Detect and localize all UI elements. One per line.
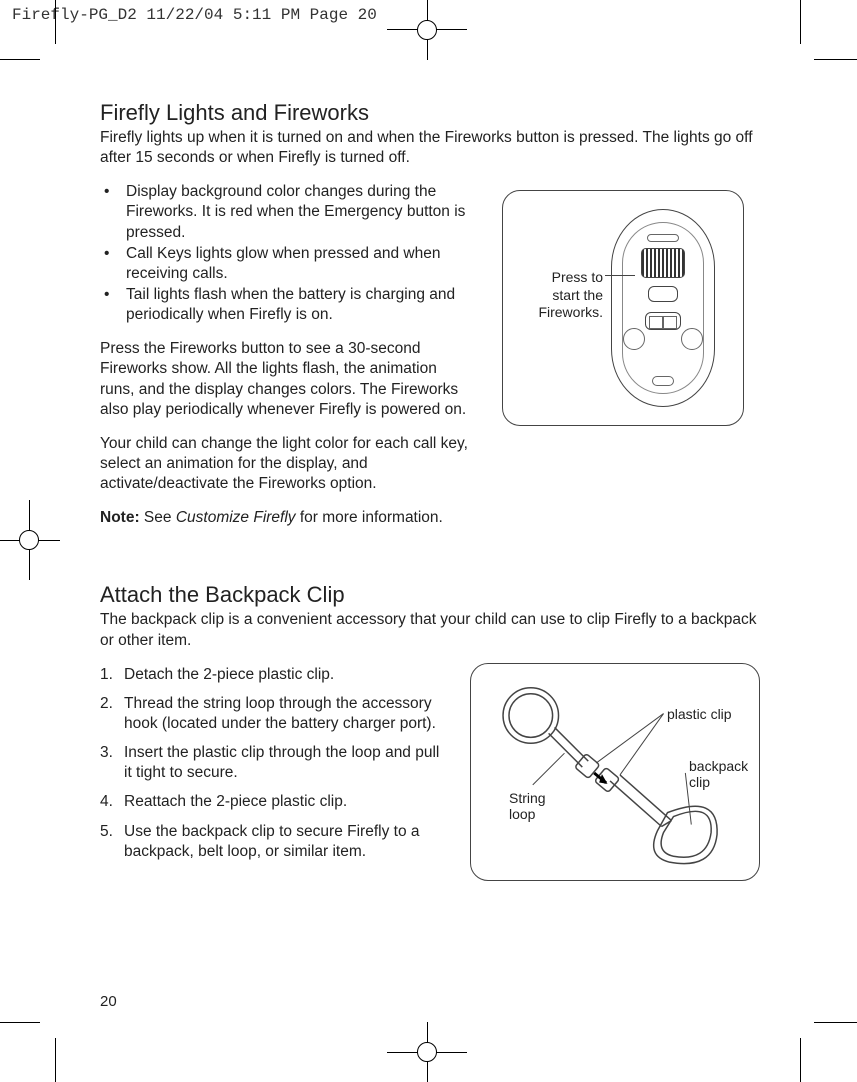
section2-steps: Detach the 2-piece plastic clip. Thread … — [100, 665, 440, 862]
phone-outline — [611, 209, 715, 407]
trim-mark — [55, 0, 56, 44]
label-line: clip — [689, 774, 710, 790]
note-post: for more information. — [300, 509, 443, 526]
label-plastic-clip: plastic clip — [667, 706, 732, 723]
section2-body: Detach the 2-piece plastic clip. Thread … — [100, 665, 760, 862]
note-label: Note: — [100, 509, 140, 526]
callout-line: Fireworks. — [538, 304, 603, 320]
trim-mark — [814, 59, 857, 60]
phone-fireworks-button — [648, 286, 678, 302]
figure-backpack-clip: plastic clip backpack clip String loop — [470, 663, 760, 881]
phone-screen — [641, 248, 685, 278]
page-number: 20 — [100, 993, 117, 1010]
step-item: Insert the plastic clip through the loop… — [100, 743, 440, 783]
section2-intro: The backpack clip is a convenient access… — [100, 610, 760, 650]
section1-note: Note: See Customize Firefly for more inf… — [100, 508, 470, 528]
section1-para1: Press the Fireworks button to see a 30-s… — [100, 339, 470, 420]
callout-line: start the — [552, 287, 603, 303]
bullet-item: Tail lights flash when the battery is ch… — [100, 285, 470, 325]
trim-mark — [0, 1022, 40, 1023]
phone-bottom-button — [652, 376, 674, 386]
print-slug: Firefly-PG_D2 11/22/04 5:11 PM Page 20 — [12, 6, 377, 24]
callout-line: Press to — [552, 269, 603, 285]
label-backpack-clip: backpack clip — [689, 758, 748, 792]
section2: Attach the Backpack Clip The backpack cl… — [100, 582, 760, 861]
step-item: Thread the string loop through the acces… — [100, 694, 440, 734]
section1-intro: Firefly lights up when it is turned on a… — [100, 128, 760, 168]
page-content: Firefly Lights and Fireworks Firefly lig… — [100, 100, 760, 871]
figure1-leader-line — [605, 275, 635, 276]
label-line: backpack — [689, 758, 748, 774]
trim-mark — [800, 1038, 801, 1082]
reg-mark — [417, 20, 437, 40]
section1-heading: Firefly Lights and Fireworks — [100, 100, 760, 126]
bullet-item: Call Keys lights glow when pressed and w… — [100, 244, 470, 284]
section1-body: Display background color changes during … — [100, 182, 760, 528]
bullet-item: Display background color changes during … — [100, 182, 470, 242]
note-pre: See — [144, 509, 172, 526]
section1-text-column: Display background color changes during … — [100, 182, 470, 528]
section1-para2: Your child can change the light color fo… — [100, 434, 470, 494]
reg-mark — [19, 530, 39, 550]
phone-book-button — [645, 312, 681, 330]
trim-mark — [814, 1022, 857, 1023]
label-line: String — [509, 790, 546, 806]
step-item: Use the backpack clip to secure Firefly … — [100, 822, 440, 862]
label-line: loop — [509, 806, 535, 822]
note-italic: Customize Firefly — [176, 509, 296, 526]
trim-mark — [55, 1038, 56, 1082]
reg-mark — [417, 1042, 437, 1062]
label-string-loop: String loop — [509, 790, 546, 824]
section2-heading: Attach the Backpack Clip — [100, 582, 760, 608]
step-item: Reattach the 2-piece plastic clip. — [100, 792, 440, 812]
figure1-callout-label: Press to start the Fireworks. — [523, 269, 603, 322]
section2-text-column: Detach the 2-piece plastic clip. Thread … — [100, 665, 440, 862]
section1-bullets: Display background color changes during … — [100, 182, 470, 325]
trim-mark — [800, 0, 801, 44]
phone-speaker — [647, 234, 679, 242]
trim-mark — [0, 59, 40, 60]
figure-phone-fireworks: Press to start the Fireworks. — [502, 190, 744, 426]
step-item: Detach the 2-piece plastic clip. — [100, 665, 440, 685]
